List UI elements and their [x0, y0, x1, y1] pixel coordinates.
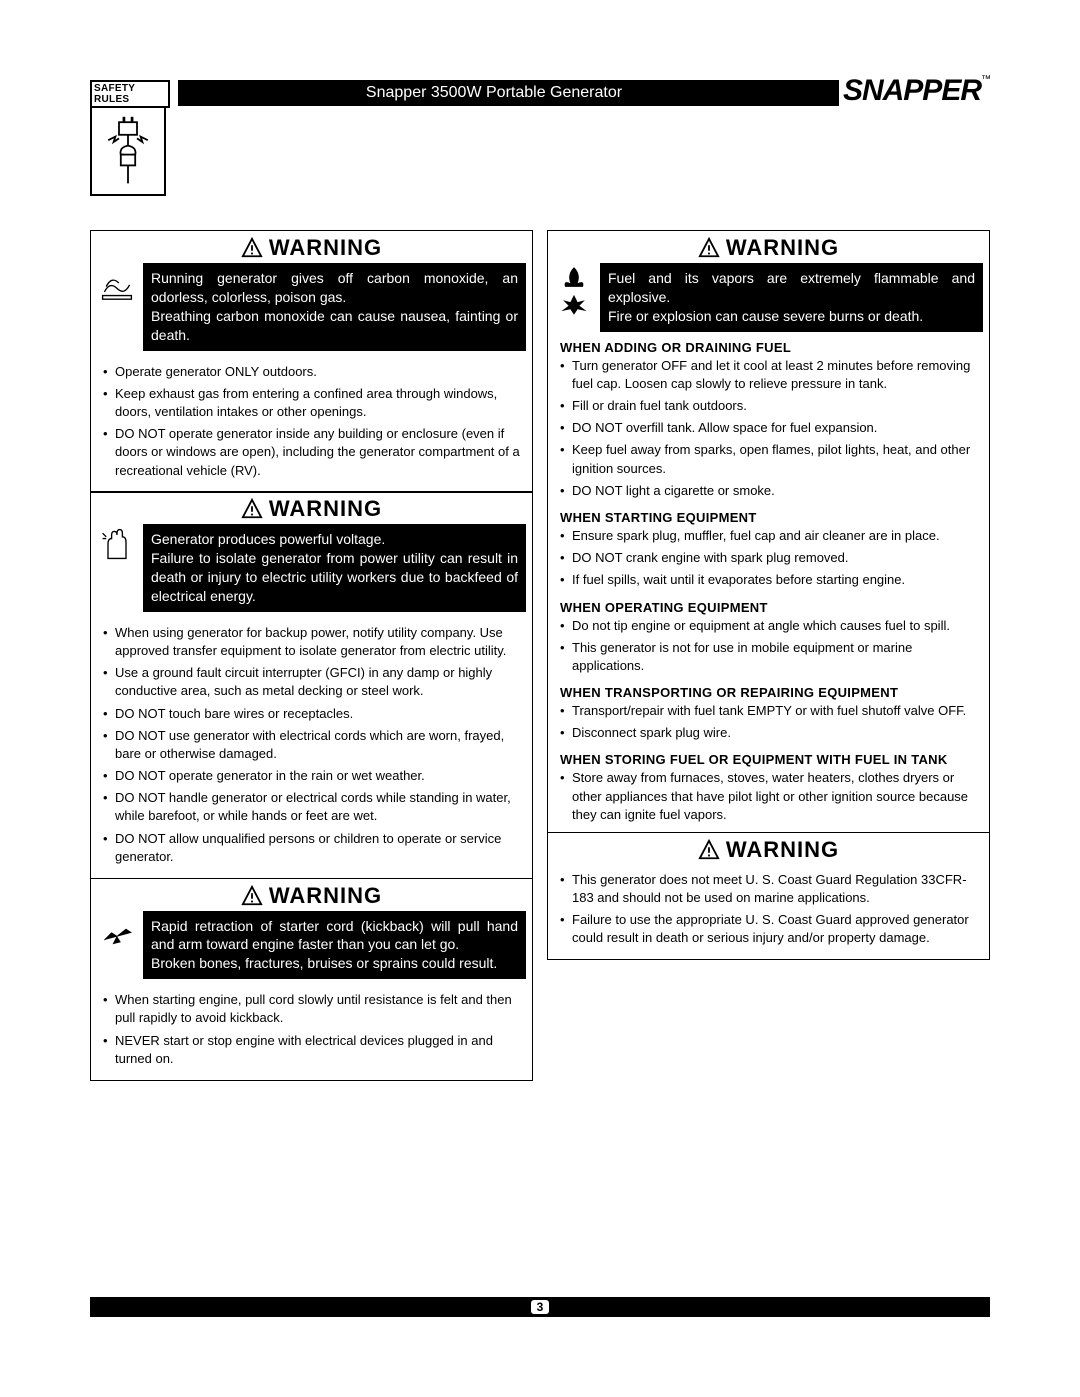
safety-rules-icon-box: SAFETY RULES — [90, 80, 170, 196]
list-item: Keep fuel away from sparks, open flames,… — [560, 441, 979, 477]
preamble-text: Fuel and its vapors are extremely flamma… — [600, 263, 983, 332]
bullet-list: Ensure spark plug, muffler, fuel cap and… — [548, 525, 989, 598]
list-item: When starting engine, pull cord slowly u… — [103, 991, 522, 1027]
warning-kickback: WARNING Rapid retraction of starter cord… — [90, 878, 533, 1081]
warning-preamble: Generator produces powerful voltage. Fai… — [91, 524, 532, 618]
safety-rules-label: SAFETY RULES — [90, 80, 170, 108]
list-item: Use a ground fault circuit interrupter (… — [103, 664, 522, 700]
preamble-text: Rapid retraction of starter cord (kickba… — [143, 911, 526, 980]
shock-hand-icon — [97, 524, 137, 562]
bullet-list: Store away from furnaces, stoves, water … — [548, 767, 989, 832]
content-columns: WARNING Running generator gives off carb… — [90, 230, 990, 1081]
fire-explosion-icons — [554, 263, 594, 315]
bullet-list: When starting engine, pull cord slowly u… — [91, 985, 532, 1080]
list-item: When using generator for backup power, n… — [103, 624, 522, 660]
document-header: SAFETY RULES Snapper 3500W Portable Gene… — [90, 80, 990, 190]
section-heading: When Adding Or Draining Fuel — [548, 338, 989, 355]
list-item: This generator is not for use in mobile … — [560, 639, 979, 675]
document-title: Snapper 3500W Portable Generator — [366, 84, 622, 102]
title-bar: Snapper 3500W Portable Generator SNAPPER… — [178, 80, 990, 106]
toxic-fume-icon — [97, 263, 137, 301]
list-item: DO NOT touch bare wires or receptacles. — [103, 705, 522, 723]
list-item: DO NOT light a cigarette or smoke. — [560, 482, 979, 500]
list-item: Fill or drain fuel tank outdoors. — [560, 397, 979, 415]
list-item: DO NOT operate generator inside any buil… — [103, 425, 522, 480]
list-item: Failure to use the appropriate U. S. Coa… — [560, 911, 979, 947]
list-item: NEVER start or stop engine with electric… — [103, 1032, 522, 1068]
warning-carbon-monoxide: WARNING Running generator gives off carb… — [90, 230, 533, 493]
preamble-text: Running generator gives off carbon monox… — [143, 263, 526, 351]
list-item: This generator does not meet U. S. Coast… — [560, 871, 979, 907]
left-column: WARNING Running generator gives off carb… — [90, 230, 533, 1081]
section-heading: When Operating Equipment — [548, 598, 989, 615]
preamble-text: Generator produces powerful voltage. Fai… — [143, 524, 526, 612]
alert-icon — [698, 237, 720, 259]
list-item: DO NOT allow unqualified persons or chil… — [103, 830, 522, 866]
bullet-list: Turn generator OFF and let it cool at le… — [548, 355, 989, 508]
list-item: Keep exhaust gas from entering a confine… — [103, 385, 522, 421]
list-item: Do not tip engine or equipment at angle … — [560, 617, 979, 635]
warning-voltage: WARNING Generator produces powerful volt… — [90, 491, 533, 879]
list-item: DO NOT use generator with electrical cor… — [103, 727, 522, 763]
warning-header: WARNING — [91, 231, 532, 263]
warning-header: WARNING — [91, 879, 532, 911]
warning-fuel: WARNING Fuel and its vapors are extremel… — [547, 230, 990, 833]
alert-icon — [241, 498, 263, 520]
warning-coast-guard: WARNING This generator does not meet U. … — [547, 832, 990, 961]
list-item: If fuel spills, wait until it evaporates… — [560, 571, 979, 589]
list-item: DO NOT handle generator or electrical co… — [103, 789, 522, 825]
bullet-list: This generator does not meet U. S. Coast… — [548, 865, 989, 960]
fuel-sections: When Adding Or Draining Fuel Turn generat… — [548, 338, 989, 832]
list-item: DO NOT crank engine with spark plug remo… — [560, 549, 979, 567]
warning-preamble: Fuel and its vapors are extremely flamma… — [548, 263, 989, 338]
brand-logo: SNAPPER™ — [839, 74, 994, 108]
warning-preamble: Rapid retraction of starter cord (kickba… — [91, 911, 532, 986]
alert-icon — [241, 885, 263, 907]
safety-plug-icon — [90, 108, 166, 196]
section-heading: When Transporting Or Repairing Equipment — [548, 683, 989, 700]
list-item: DO NOT operate generator in the rain or … — [103, 767, 522, 785]
warning-header: WARNING — [548, 231, 989, 263]
right-column: WARNING Fuel and its vapors are extremel… — [547, 230, 990, 1081]
bullet-list: Transport/repair with fuel tank EMPTY or… — [548, 700, 989, 750]
bullet-list: When using generator for backup power, n… — [91, 618, 532, 878]
alert-icon — [698, 839, 720, 861]
bullet-list: Operate generator ONLY outdoors. Keep exh… — [91, 357, 532, 492]
list-item: Disconnect spark plug wire. — [560, 724, 979, 742]
alert-icon — [241, 237, 263, 259]
list-item: Ensure spark plug, muffler, fuel cap and… — [560, 527, 979, 545]
page-number: 3 — [531, 1300, 550, 1314]
list-item: Operate generator ONLY outdoors. — [103, 363, 522, 381]
warning-header: WARNING — [548, 833, 989, 865]
footer-page-bar: 3 — [90, 1297, 990, 1317]
list-item: Transport/repair with fuel tank EMPTY or… — [560, 702, 979, 720]
section-heading: When Starting Equipment — [548, 508, 989, 525]
section-heading: When Storing Fuel Or Equipment With Fuel… — [548, 750, 989, 767]
kickback-hand-icon — [97, 911, 137, 949]
warning-header: WARNING — [91, 492, 532, 524]
warning-preamble: Running generator gives off carbon monox… — [91, 263, 532, 357]
list-item: Turn generator OFF and let it cool at le… — [560, 357, 979, 393]
list-item: DO NOT overfill tank. Allow space for fu… — [560, 419, 979, 437]
bullet-list: Do not tip engine or equipment at angle … — [548, 615, 989, 684]
list-item: Store away from furnaces, stoves, water … — [560, 769, 979, 824]
